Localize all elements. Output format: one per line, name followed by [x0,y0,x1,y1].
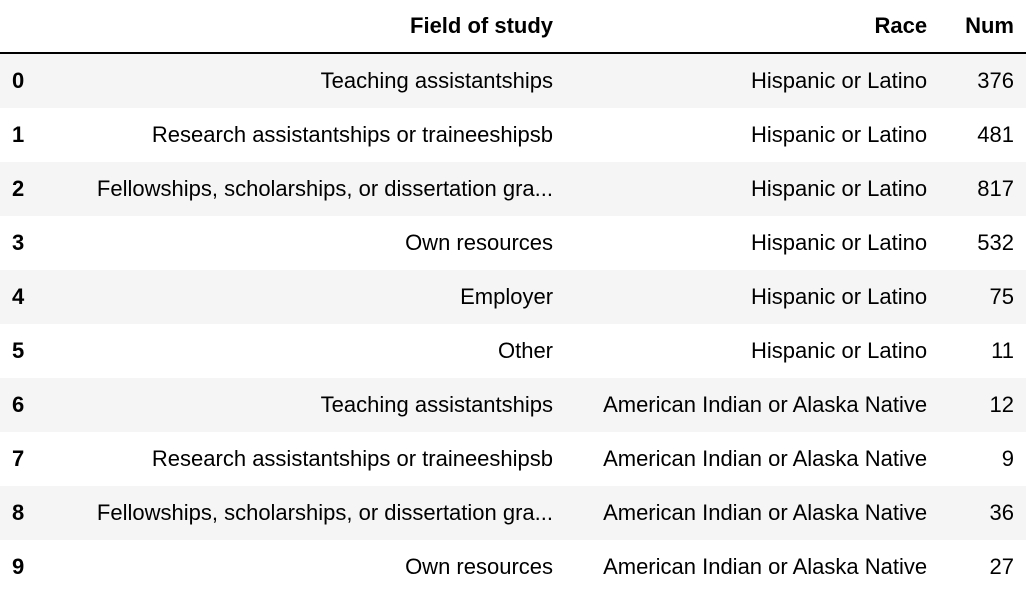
cell-race: Hispanic or Latino [751,68,928,93]
table-row: 5 Other Hispanic or Latino 11 [0,324,1026,378]
table-body: 0 Teaching assistantships Hispanic or La… [0,53,1026,594]
table-row: 0 Teaching assistantships Hispanic or La… [0,53,1026,108]
row-index: 8 [12,500,25,525]
cell-race: Hispanic or Latino [751,338,928,363]
row-index: 4 [12,284,25,309]
cell-race: Hispanic or Latino [751,230,928,255]
cell-field-of-study: Teaching assistantships [320,392,554,417]
table-header: Field of study Race Num [0,0,1026,54]
cell-num: 75 [989,284,1014,309]
table-row: 6 Teaching assistantships American India… [0,378,1026,432]
cell-field-of-study: Own resources [405,230,554,255]
cell-race: Hispanic or Latino [751,176,928,201]
cell-race: American Indian or Alaska Native [603,392,928,417]
header-index [0,0,48,54]
row-index: 3 [12,230,25,255]
cell-num: 36 [989,500,1014,525]
cell-race: American Indian or Alaska Native [603,446,928,471]
table-row: 4 Employer Hispanic or Latino 75 [0,270,1026,324]
row-index: 6 [12,392,25,417]
row-index: 7 [12,446,25,471]
cell-race: Hispanic or Latino [751,284,928,309]
cell-num: 376 [977,68,1014,93]
row-index: 5 [12,338,25,363]
cell-field-of-study: Research assistantships or traineeshipsb [151,446,554,471]
cell-race: American Indian or Alaska Native [603,500,928,525]
header-field-of-study: Field of study [47,0,566,54]
row-index: 1 [12,122,25,147]
header-race: Race [565,0,940,54]
row-index: 0 [12,68,25,93]
cell-field-of-study: Other [497,338,554,363]
cell-field-of-study: Research assistantships or traineeshipsb [151,122,554,147]
table-row: 1 Research assistantships or traineeship… [0,108,1026,162]
cell-num: 12 [989,392,1014,417]
row-index: 9 [12,554,25,579]
cell-num: 11 [991,338,1014,363]
cell-num: 532 [977,230,1014,255]
row-index: 2 [12,176,25,201]
header-num: Num [939,0,1026,54]
table-row: 9 Own resources American Indian or Alask… [0,540,1026,594]
cell-field-of-study: Teaching assistantships [320,68,554,93]
table-row: 3 Own resources Hispanic or Latino 532 [0,216,1026,270]
cell-num: 27 [989,554,1014,579]
cell-field-of-study: Own resources [405,554,554,579]
cell-race: American Indian or Alaska Native [603,554,928,579]
cell-num: 9 [1001,446,1014,471]
cell-num: 817 [977,176,1014,201]
cell-num: 481 [977,122,1014,147]
table-row: 8 Fellowships, scholarships, or disserta… [0,486,1026,540]
header-row: Field of study Race Num [0,0,1026,54]
table-row: 2 Fellowships, scholarships, or disserta… [0,162,1026,216]
cell-field-of-study: Fellowships, scholarships, or dissertati… [96,500,554,525]
cell-race: Hispanic or Latino [751,122,928,147]
table-row: 7 Research assistantships or traineeship… [0,432,1026,486]
cell-field-of-study: Employer [460,284,554,309]
cell-field-of-study: Fellowships, scholarships, or dissertati… [96,176,554,201]
